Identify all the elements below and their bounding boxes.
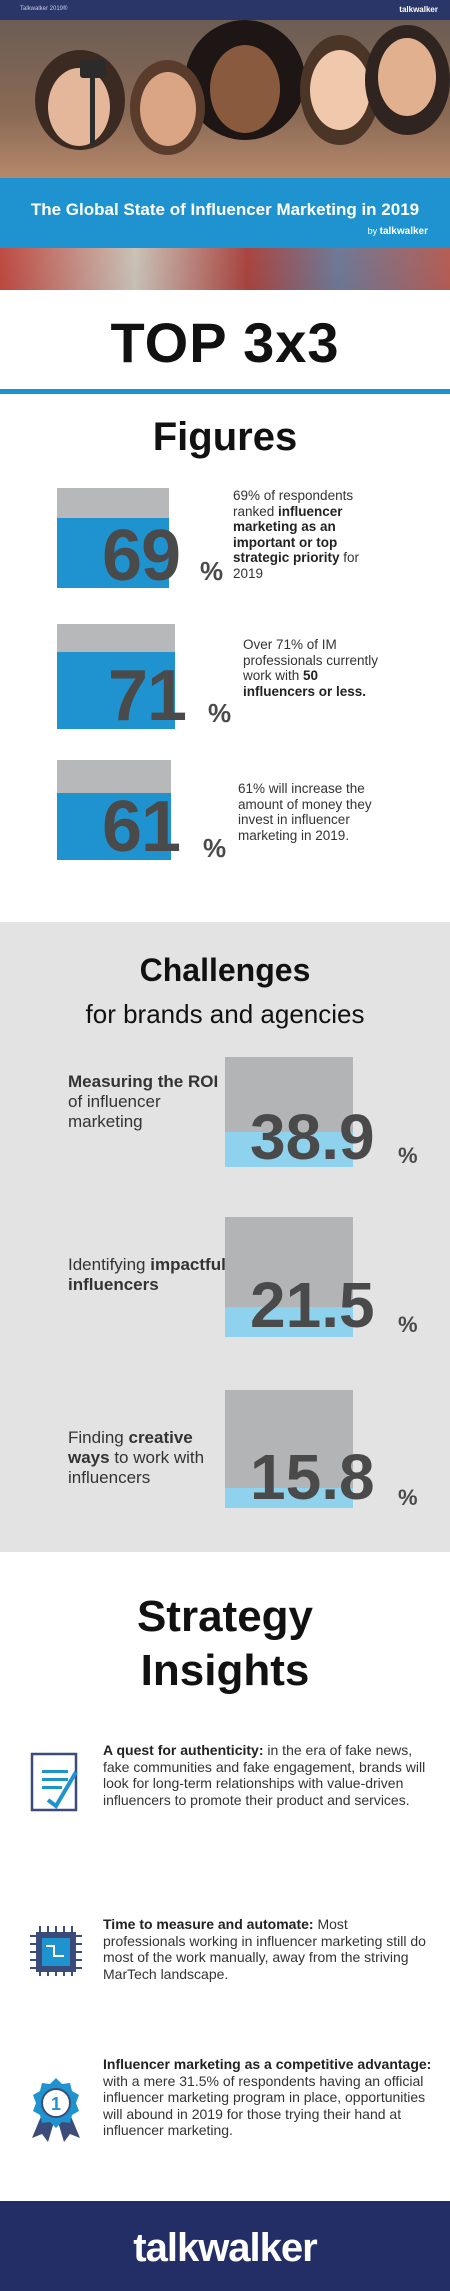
- strategy-title-line2: Insights: [140, 1646, 310, 1695]
- strategy-title-line1: Strategy: [136, 1592, 314, 1641]
- challenges-subtitle: for brands and agencies: [85, 999, 365, 1029]
- figure-text-part: Over 71% of IM professionals currently w…: [243, 637, 379, 683]
- challenge-unit: %: [398, 1143, 418, 1168]
- figure-text: 61% will increase the amount of money th…: [238, 781, 378, 843]
- challenge-unit: %: [398, 1312, 418, 1337]
- section-divider: [0, 389, 450, 394]
- hero-title: The Global State of Influencer Marketing…: [30, 200, 420, 219]
- challenge-label-part: to work with influencers: [68, 1448, 205, 1487]
- top3-section: TOP 3x3: [0, 290, 450, 390]
- footer-logo: talkwalker: [133, 2226, 317, 2270]
- figure-text-part: 61% will increase the amount of money th…: [238, 781, 372, 843]
- figure-item: 71 % Over 71% of IM professionals curren…: [0, 622, 450, 732]
- insight-lead: A quest for authenticity:: [103, 1742, 264, 1758]
- chip-icon: [30, 1926, 82, 1976]
- challenge-value: 15.8: [250, 1441, 375, 1513]
- challenge-label: Identifying impactful influencers: [68, 1255, 228, 1295]
- figure-value: 61: [102, 787, 181, 867]
- figure-unit: %: [203, 833, 227, 863]
- svg-text:1: 1: [51, 2094, 61, 2114]
- figure-value: 69: [102, 516, 181, 596]
- challenge-label: Finding creative ways to work with influ…: [68, 1428, 228, 1488]
- challenge-label-part: Identifying: [68, 1255, 151, 1274]
- insight-lead: Influencer marketing as a competitive ad…: [103, 2056, 432, 2072]
- top-bar-logo: talkwalker: [399, 5, 438, 14]
- hero-banner: The Global State of Influencer Marketing…: [0, 178, 450, 248]
- top-bar: Talkwalker 2019® talkwalker: [0, 0, 450, 20]
- insight-text: Influencer marketing as a competitive ad…: [103, 2056, 433, 2139]
- figure-bar-fill: [57, 518, 169, 588]
- figure-bar-fill: [57, 793, 171, 860]
- byline-brand: talkwalker: [379, 226, 428, 237]
- strategy-title: Strategy Insights: [0, 1590, 450, 1698]
- challenge-value: 21.5: [250, 1269, 375, 1341]
- challenge-label-part: Finding: [68, 1428, 129, 1447]
- hero-byline: by talkwalker: [368, 226, 428, 237]
- challenge-label-bold: creative ways: [68, 1428, 193, 1467]
- challenge-item: Finding creative ways to work with influ…: [0, 1390, 450, 1530]
- challenge-bar-fill: [225, 1488, 353, 1508]
- figure-text-bold: 50 influencers or less.: [243, 668, 367, 699]
- figures-title: Figures: [152, 415, 298, 459]
- figure-unit: %: [208, 698, 232, 728]
- figure-text: Over 71% of IM professionals currently w…: [243, 637, 393, 699]
- challenge-item: Measuring the ROI of influencer marketin…: [0, 1057, 450, 1197]
- challenge-label: Measuring the ROI of influencer marketin…: [68, 1072, 228, 1132]
- insight-lead: Time to measure and automate:: [103, 1916, 314, 1932]
- insight-body: Most professionals working in influencer…: [103, 1916, 426, 1982]
- challenge-bar-fill: [225, 1132, 353, 1167]
- challenge-label-part: of influencer marketing: [68, 1092, 161, 1131]
- challenge-value: 38.9: [250, 1101, 375, 1173]
- challenges-section: Challenges for brands and agencies Measu…: [0, 922, 450, 1552]
- challenge-item: Identifying impactful influencers 21.5 %: [0, 1217, 450, 1357]
- top3-title: TOP 3x3: [110, 311, 340, 374]
- challenge-bar-fill: [225, 1307, 353, 1337]
- figure-item: 69 % 69% of respondents ranked influence…: [0, 480, 450, 596]
- figure-text-bold: influencer marketing as an important or …: [233, 503, 343, 566]
- insight-text: A quest for authenticity: in the era of …: [103, 1742, 433, 1808]
- figure-text-part: 69% of respondents ranked: [233, 488, 354, 519]
- document-check-icon: [30, 1752, 78, 1812]
- insight-body: in the era of fake news, fake communitie…: [103, 1742, 426, 1808]
- figure-value: 71: [108, 656, 187, 736]
- top-bar-label: Talkwalker 2019®: [20, 6, 68, 12]
- award-badge-icon: 1: [32, 2078, 80, 2142]
- hero-image: The Global State of Influencer Marketing…: [0, 20, 450, 290]
- figure-text-part: for 2019: [233, 550, 360, 581]
- figure-item: 61 % 61% will increase the amount of mon…: [0, 755, 450, 865]
- challenge-label-bold: Measuring the ROI: [68, 1072, 219, 1091]
- insight-text: Time to measure and automate: Most profe…: [103, 1916, 433, 1982]
- challenge-unit: %: [398, 1485, 418, 1510]
- figure-unit: %: [200, 556, 224, 586]
- footer: talkwalker: [0, 2201, 450, 2291]
- figure-text: 69% of respondents ranked influencer mar…: [233, 488, 363, 581]
- figure-bar-fill: [57, 652, 175, 729]
- challenge-label-bold: impactful influencers: [68, 1255, 226, 1294]
- byline-prefix: by: [367, 226, 378, 236]
- challenges-title: Challenges: [139, 952, 311, 988]
- insight-body: with a mere 31.5% of respondents having …: [103, 2072, 426, 2139]
